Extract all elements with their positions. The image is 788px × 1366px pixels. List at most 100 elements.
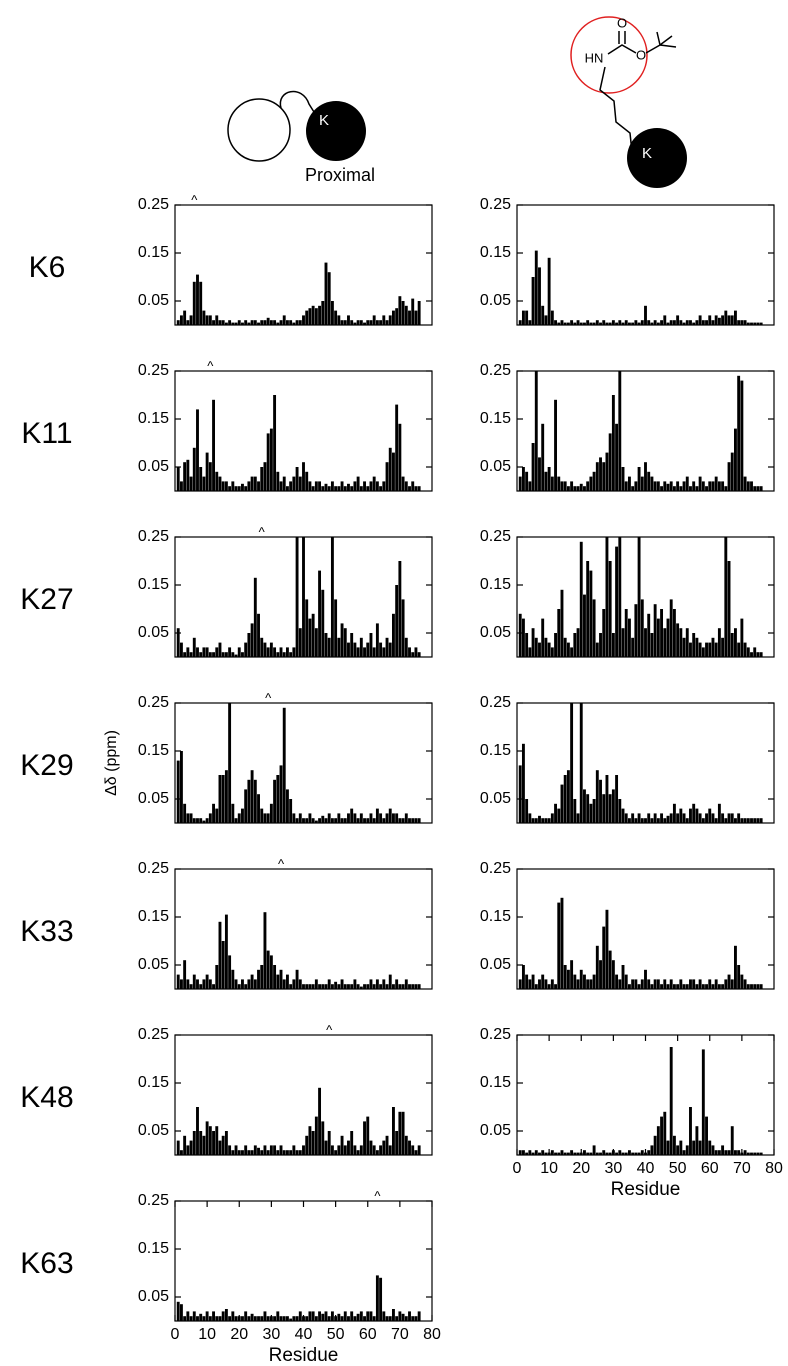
bar [228, 955, 232, 989]
bar [279, 765, 283, 823]
bar [547, 642, 551, 657]
bar [711, 481, 715, 491]
bar [189, 1140, 193, 1155]
bar [653, 320, 657, 325]
bar [717, 628, 721, 657]
bar [257, 613, 260, 657]
y-tick-label: 0.25 [480, 860, 511, 877]
bar [382, 1140, 386, 1155]
bar [624, 813, 628, 823]
bar [179, 979, 183, 989]
bar [359, 320, 363, 325]
bar [711, 320, 715, 325]
bar [244, 789, 248, 823]
bar [698, 813, 702, 823]
distal-ubiquitin [227, 98, 291, 162]
bar [734, 945, 737, 989]
bar [685, 818, 689, 823]
bar [269, 642, 273, 657]
bar [518, 476, 522, 491]
bar [208, 462, 212, 491]
bar [292, 647, 296, 657]
bar [563, 481, 567, 491]
bar [724, 818, 728, 823]
oxygen-label: O [636, 47, 646, 62]
bar [298, 813, 302, 823]
bar [740, 974, 744, 989]
bar [404, 1316, 408, 1321]
bar [417, 1145, 421, 1155]
y-tick-label: 0.05 [480, 458, 511, 475]
y-tick-label: 0.15 [480, 244, 511, 261]
bar [398, 423, 402, 491]
y-tick-label: 0.05 [480, 292, 511, 309]
bar [382, 818, 386, 823]
bar [759, 1152, 763, 1155]
bar [695, 984, 699, 989]
bar [359, 637, 363, 657]
bar [382, 647, 386, 657]
bar [611, 960, 615, 989]
bar [695, 1126, 699, 1155]
bar [666, 815, 670, 823]
bar [411, 818, 415, 823]
plot-frame [174, 1200, 433, 1322]
bar [395, 813, 399, 823]
bar [631, 813, 635, 823]
bar [289, 1150, 293, 1155]
bar [566, 1152, 570, 1155]
plot-frame [174, 370, 433, 492]
bar [682, 1150, 686, 1155]
lysine-marker: ^ [265, 690, 272, 705]
y-tick-label: 0.15 [138, 244, 169, 261]
bar [202, 310, 206, 325]
row-label: K63 [20, 1247, 73, 1280]
bar [521, 310, 525, 325]
bar [292, 1316, 296, 1321]
carbamate [607, 44, 637, 55]
bar [672, 320, 676, 325]
bar [602, 1150, 606, 1155]
bar [285, 1316, 289, 1321]
bar [189, 813, 193, 823]
lysine-marker: ^ [207, 358, 214, 373]
bar [624, 481, 628, 491]
x-tick-label: 80 [423, 1326, 441, 1343]
bar [189, 315, 193, 325]
bar [637, 537, 641, 657]
bar [534, 984, 538, 989]
bar [237, 486, 241, 491]
bar [650, 818, 654, 823]
bar [401, 476, 405, 491]
proximal-label: Proximal [305, 165, 375, 185]
bar [392, 813, 395, 823]
bar [743, 476, 747, 491]
bar [250, 1150, 254, 1155]
bar [369, 1311, 373, 1321]
bar [717, 481, 721, 491]
bar [208, 1126, 212, 1155]
bar [660, 984, 664, 989]
bar [382, 1311, 386, 1321]
bar [605, 1152, 609, 1155]
bar [404, 1135, 408, 1155]
bar [599, 779, 602, 823]
bar [592, 974, 596, 989]
bar [340, 979, 344, 989]
bar [379, 813, 383, 823]
bar [337, 315, 341, 325]
bar [563, 775, 567, 823]
bar [750, 818, 753, 823]
bar [666, 483, 670, 491]
bar [327, 272, 331, 325]
y-tick-label: 0.15 [138, 742, 169, 759]
bar [554, 320, 557, 325]
bar [602, 462, 606, 491]
bar [586, 481, 590, 491]
y-tick-label: 0.15 [480, 410, 511, 427]
bar [292, 1145, 296, 1155]
bar [528, 320, 532, 325]
bar [615, 974, 619, 989]
bar [395, 404, 399, 491]
